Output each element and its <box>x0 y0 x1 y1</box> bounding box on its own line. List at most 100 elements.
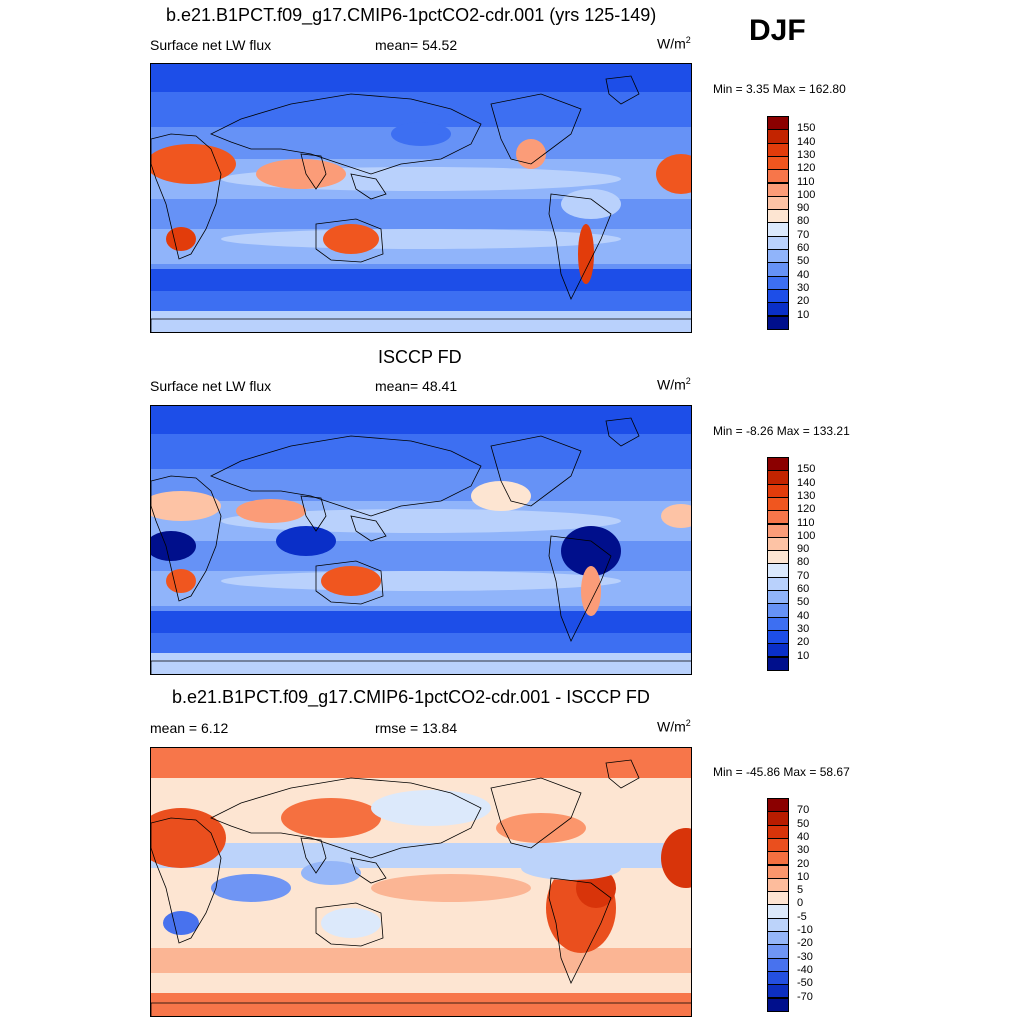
field-region <box>151 491 221 521</box>
coastline <box>315 218 384 263</box>
colorbar-tick-label: 150 <box>797 122 816 135</box>
colorbar-tick-label: 10 <box>797 308 810 321</box>
units-label: W/m2 <box>657 376 691 393</box>
colorbar-tick-label: 50 <box>797 255 810 268</box>
field-region <box>561 189 621 219</box>
colorbar-tick-label: 10 <box>797 649 810 662</box>
colorbar-swatch <box>767 837 789 853</box>
colorbar-swatch <box>767 550 789 565</box>
colorbar-tick-label: 150 <box>797 463 816 476</box>
colorbar-swatch <box>767 629 789 645</box>
coastline <box>151 660 691 674</box>
coastline <box>548 535 612 642</box>
colorbar-swatch <box>767 970 789 986</box>
field-region <box>471 481 531 511</box>
colorbar-swatch <box>767 563 789 578</box>
field-region <box>581 566 601 616</box>
field-band <box>151 269 691 291</box>
units-label: W/m2 <box>657 718 691 735</box>
rmse-label: rmse = 13.84 <box>375 720 458 736</box>
colorbar-tick-label: 40 <box>797 268 810 281</box>
coastline <box>490 777 582 849</box>
coastline <box>151 318 691 332</box>
colorbar: 150 140 130 120 110 100 90 80 70 60 50 40 30 20 10 <box>767 457 815 671</box>
colorbar-swatch <box>767 643 789 658</box>
field-region <box>221 229 621 249</box>
field-region <box>221 571 621 591</box>
field-band <box>151 653 691 674</box>
coastline <box>350 173 387 200</box>
colorbar-tick-label: -20 <box>797 937 813 950</box>
field-region <box>371 874 531 902</box>
colorbar-swatch <box>767 891 789 906</box>
field-region <box>321 566 381 596</box>
colorbar-swatch <box>767 851 789 866</box>
colorbar-tick-label: 130 <box>797 148 816 161</box>
coastline <box>315 560 384 605</box>
field-band <box>151 291 691 311</box>
colorbar-swatch <box>767 944 789 959</box>
colorbar: 150 140 130 120 110 100 90 80 70 60 50 40 30 20 10 <box>767 116 815 330</box>
panel-title: b.e21.B1PCT.f09_g17.CMIP6-1pctCO2-cdr.00… <box>172 687 650 707</box>
field-region <box>163 911 199 935</box>
colorbar-swatch <box>767 997 789 1012</box>
mean-label: mean= 48.41 <box>375 378 458 394</box>
colorbar-swatch <box>767 523 789 538</box>
coastline <box>315 902 384 947</box>
coastline <box>151 817 222 944</box>
colorbar-swatch <box>767 275 789 290</box>
colorbar-swatch <box>767 457 789 472</box>
field-region <box>661 828 691 888</box>
colorbar-swatch <box>767 182 789 197</box>
field-region <box>391 122 451 146</box>
coastline <box>350 857 387 884</box>
coastline <box>548 193 612 300</box>
colorbar-tick-label: 70 <box>797 228 810 241</box>
colorbar-tick-label: 30 <box>797 622 810 635</box>
colorbar-swatch <box>767 576 789 591</box>
coastline <box>605 759 640 789</box>
field-region <box>151 144 236 184</box>
colorbar-swatch <box>767 616 789 631</box>
colorbar-tick-label: 100 <box>797 188 816 201</box>
colorbar-tick-label: -50 <box>797 977 813 990</box>
coastline <box>210 93 482 175</box>
colorbar-swatch <box>767 917 789 932</box>
colorbar-tick-label: 120 <box>797 503 816 516</box>
colorbar-tick-label: 90 <box>797 543 810 556</box>
map-model <box>150 63 692 333</box>
field-region <box>256 159 346 189</box>
field-band <box>151 406 691 434</box>
colorbar-swatch <box>767 603 789 618</box>
coastline <box>490 93 582 165</box>
minmax-label: Min = 3.35 Max = 162.80 <box>713 82 846 96</box>
colorbar-tick-label: 40 <box>797 830 810 843</box>
field-band <box>151 434 691 469</box>
colorbar-tick-label: 60 <box>797 242 810 254</box>
colorbar-swatch <box>767 302 789 317</box>
coastline <box>605 75 640 105</box>
colorbar-tick-label: -30 <box>797 950 813 963</box>
season-label: DJF <box>749 14 806 47</box>
coastline <box>605 417 640 447</box>
colorbar-swatch <box>767 235 789 250</box>
coastline <box>548 877 612 984</box>
colorbar-tick-label: 110 <box>797 175 815 188</box>
colorbar-swatch <box>767 262 789 277</box>
field-region <box>276 526 336 556</box>
colorbar-tick-label: 70 <box>797 804 810 817</box>
colorbar-swatch <box>767 656 789 671</box>
panel-title: ISCCP FD <box>378 347 462 367</box>
field-region <box>521 856 621 880</box>
colorbar-swatch <box>767 169 789 184</box>
colorbar-swatch <box>767 536 789 552</box>
colorbar-swatch <box>767 496 789 512</box>
coastline <box>300 495 327 532</box>
field-region <box>371 790 491 826</box>
colorbar-tick-label: 30 <box>797 281 810 294</box>
variable-label: Surface net LW flux <box>150 378 272 394</box>
colorbar-tick-label: 5 <box>797 884 804 897</box>
colorbar-swatch <box>767 877 789 893</box>
coastline <box>210 435 482 517</box>
colorbar-swatch <box>767 864 789 879</box>
